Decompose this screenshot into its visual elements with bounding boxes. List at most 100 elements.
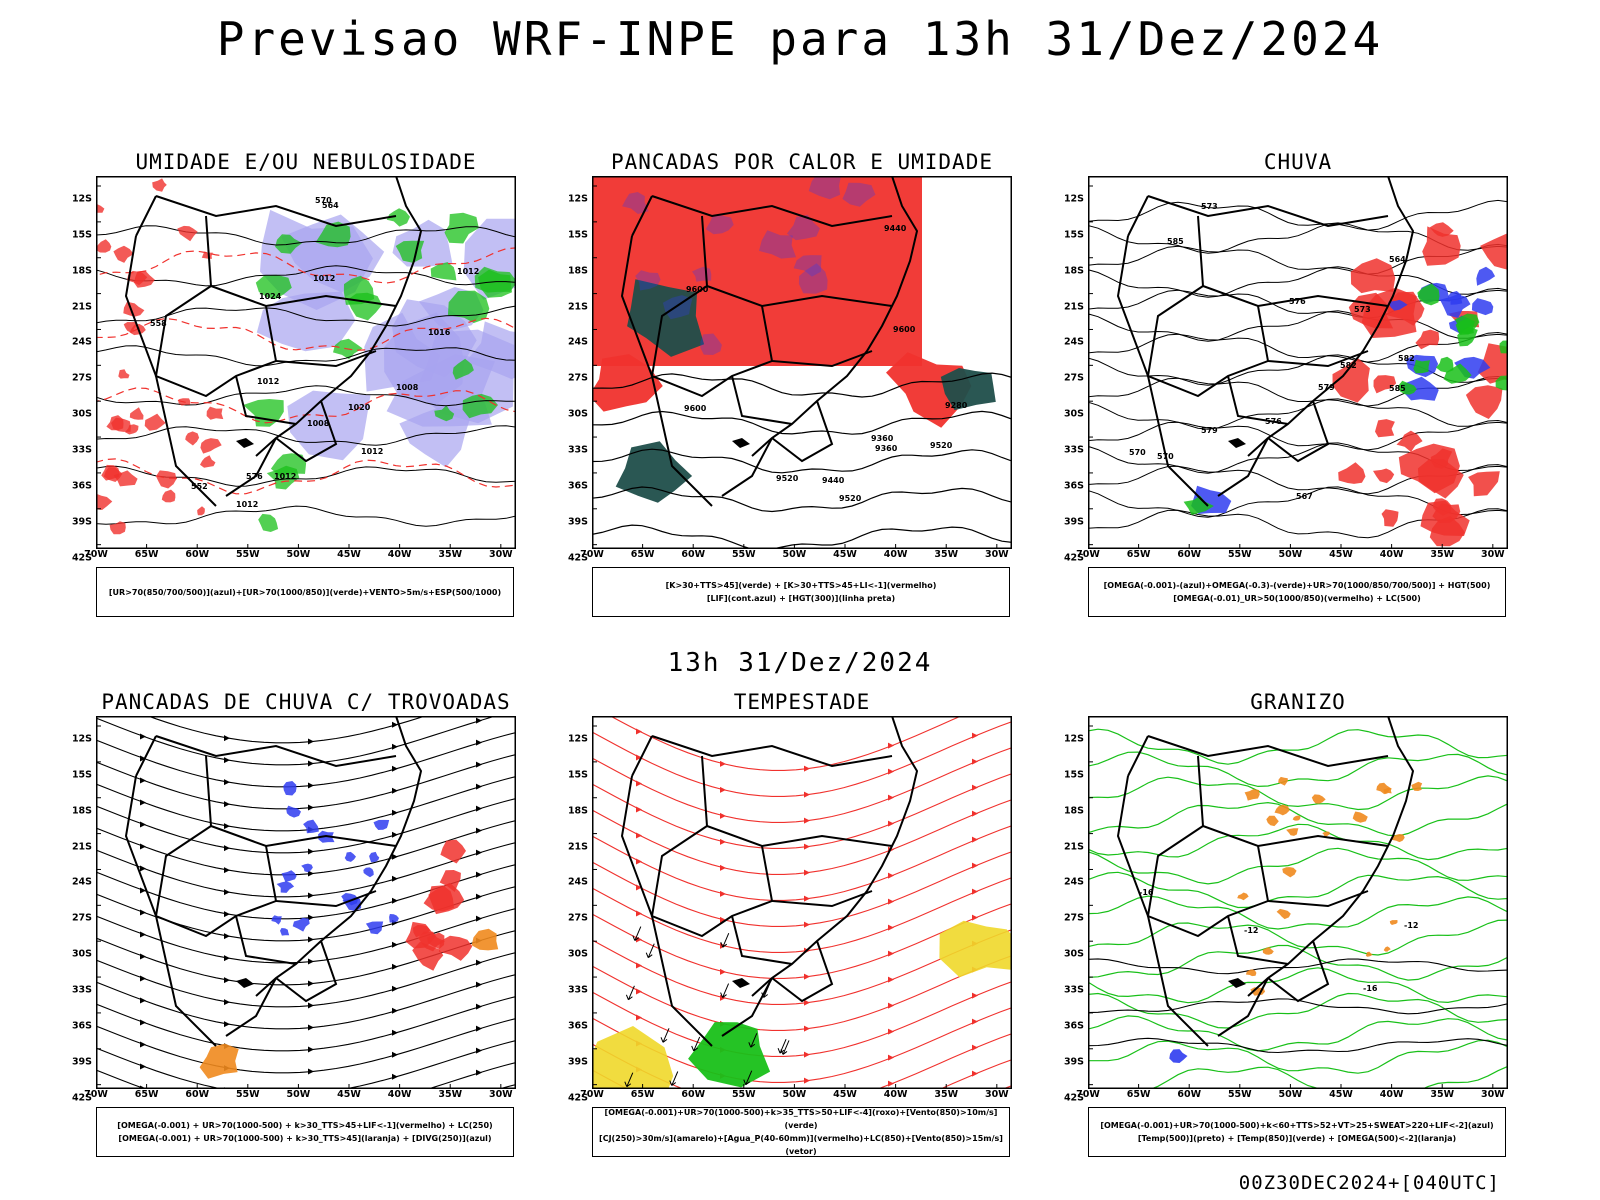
orange-area [199,1043,239,1079]
red-contour [197,506,205,516]
state-border [154,285,277,398]
lat-axis: 12S 15S 18S 21S 24S 27S 30S 33S 36S 39S 42S [1052,176,1086,564]
map-border [96,716,516,1089]
humidity-area [384,312,464,405]
lat-label: 27S [71,372,92,384]
coastline [751,716,919,997]
lon-label: 60W [185,549,210,560]
temp-500-contour [1088,998,1508,1015]
panel-title: TEMPESTADE [733,690,871,714]
divergence-area [281,870,297,883]
hgt-contour [1088,310,1508,342]
lif-contour [635,270,661,291]
temp-850-contour [1088,801,1508,837]
state-border [731,375,793,425]
humidity-area [281,214,385,293]
state-border [651,735,893,768]
divergence-area [341,893,359,906]
temp-500-contour [1088,1037,1508,1054]
lat-label: 30S [567,948,588,960]
streamline-arrowhead [972,758,978,765]
streamline-arrowhead [140,733,146,740]
state-border [1116,195,1149,377]
streamline-arrowhead [972,810,978,817]
streamline-arrowhead [972,1018,978,1025]
temp-850-contour [1088,895,1508,930]
lat-axis: 12S 15S 18S 21S 24S 27S 30S 33S 36S 39S 42S [556,176,590,564]
streamline-arrowhead [720,812,726,819]
orange-area [471,928,499,951]
omega-area [1292,815,1301,821]
state-border [731,915,793,965]
isobar [96,425,516,446]
state-border [1267,940,1330,1003]
legend-line: [CJ(250)>30m/s](amarelo)+[Agua_P(40-60mm… [599,1134,1003,1156]
streamline-arrowhead [224,779,230,786]
lake [236,978,254,988]
rain-area [1480,232,1508,270]
streamline-arrowhead [140,843,146,850]
streamline-arrowhead [224,911,230,918]
map-frame [96,716,516,1089]
lat-label: 21S [71,301,92,313]
red-contour [124,424,139,435]
lon-label: 65W [1126,549,1151,560]
wind-area [688,1022,771,1088]
streamline [96,797,516,854]
streamline-arrowhead [888,872,894,879]
lake [236,438,254,448]
red-contour [101,464,120,481]
divergence-area [373,819,390,830]
contour-label: 9600 [684,404,707,413]
lat-label: 39S [71,516,92,528]
lif-contour [842,182,876,207]
streamline-arrowhead [804,999,810,1006]
rain-area [1477,343,1508,384]
streamline [96,995,516,1052]
lon-label: 55W [1227,549,1252,560]
red-contour [118,369,130,379]
streamline [146,716,427,744]
strong-omega-area [1413,359,1430,374]
lon-label: 30W [488,1089,513,1100]
streamline-arrowhead [804,973,810,980]
streamline-arrowhead [476,893,482,900]
low-humidity-area [430,262,457,281]
storm-area [440,839,466,864]
streamline-arrowhead [888,1080,894,1087]
lat-label: 12S [567,733,588,745]
wind-vector [669,1071,679,1086]
map-frame: 9600 9600 9600 9520 9520 9520 9440 9440 9360 9360… [592,176,1012,549]
state-border [761,845,873,908]
rain-area [1375,419,1395,438]
state-border [1227,375,1289,425]
streamline-arrowhead [392,963,398,970]
streamline-arrowhead [888,768,894,775]
streamline-arrowhead [636,754,642,761]
lat-label: 18S [567,805,588,817]
red-contour [111,417,131,432]
contour-label: 1012 [257,377,279,386]
jet-area [939,920,1012,978]
map-canvas: 1012 1012 1012 1008 1012 1016 1012 1020 1024 1008… [96,176,516,549]
state-border [1197,215,1389,308]
contour-label: 570 [1157,452,1174,461]
streamline-arrowhead [308,760,314,767]
divergence-area [276,881,295,893]
isobar [96,385,516,407]
contour-label: 9440 [822,476,845,485]
lat-label: 15S [567,229,588,241]
streamline-arrowhead [636,910,642,917]
lon-label: 65W [134,1089,159,1100]
streamline-arrowhead [308,1002,314,1009]
wind-vector [743,1070,753,1086]
lon-label: 70W [84,1089,108,1100]
streamline-arrowhead [392,1029,398,1036]
storm-area [438,935,473,961]
lif-contour [759,230,797,259]
legend-box: [UR>70(850/700/500)](azul)+[UR>70(1000/8… [96,567,514,617]
streamline-arrowhead [972,732,978,739]
lat-label: 24S [1063,336,1084,348]
legend-box: [OMEGA(-0.001) + UR>70(1000-500) + k>30_… [96,1107,514,1157]
lat-label: 12S [1063,733,1084,745]
